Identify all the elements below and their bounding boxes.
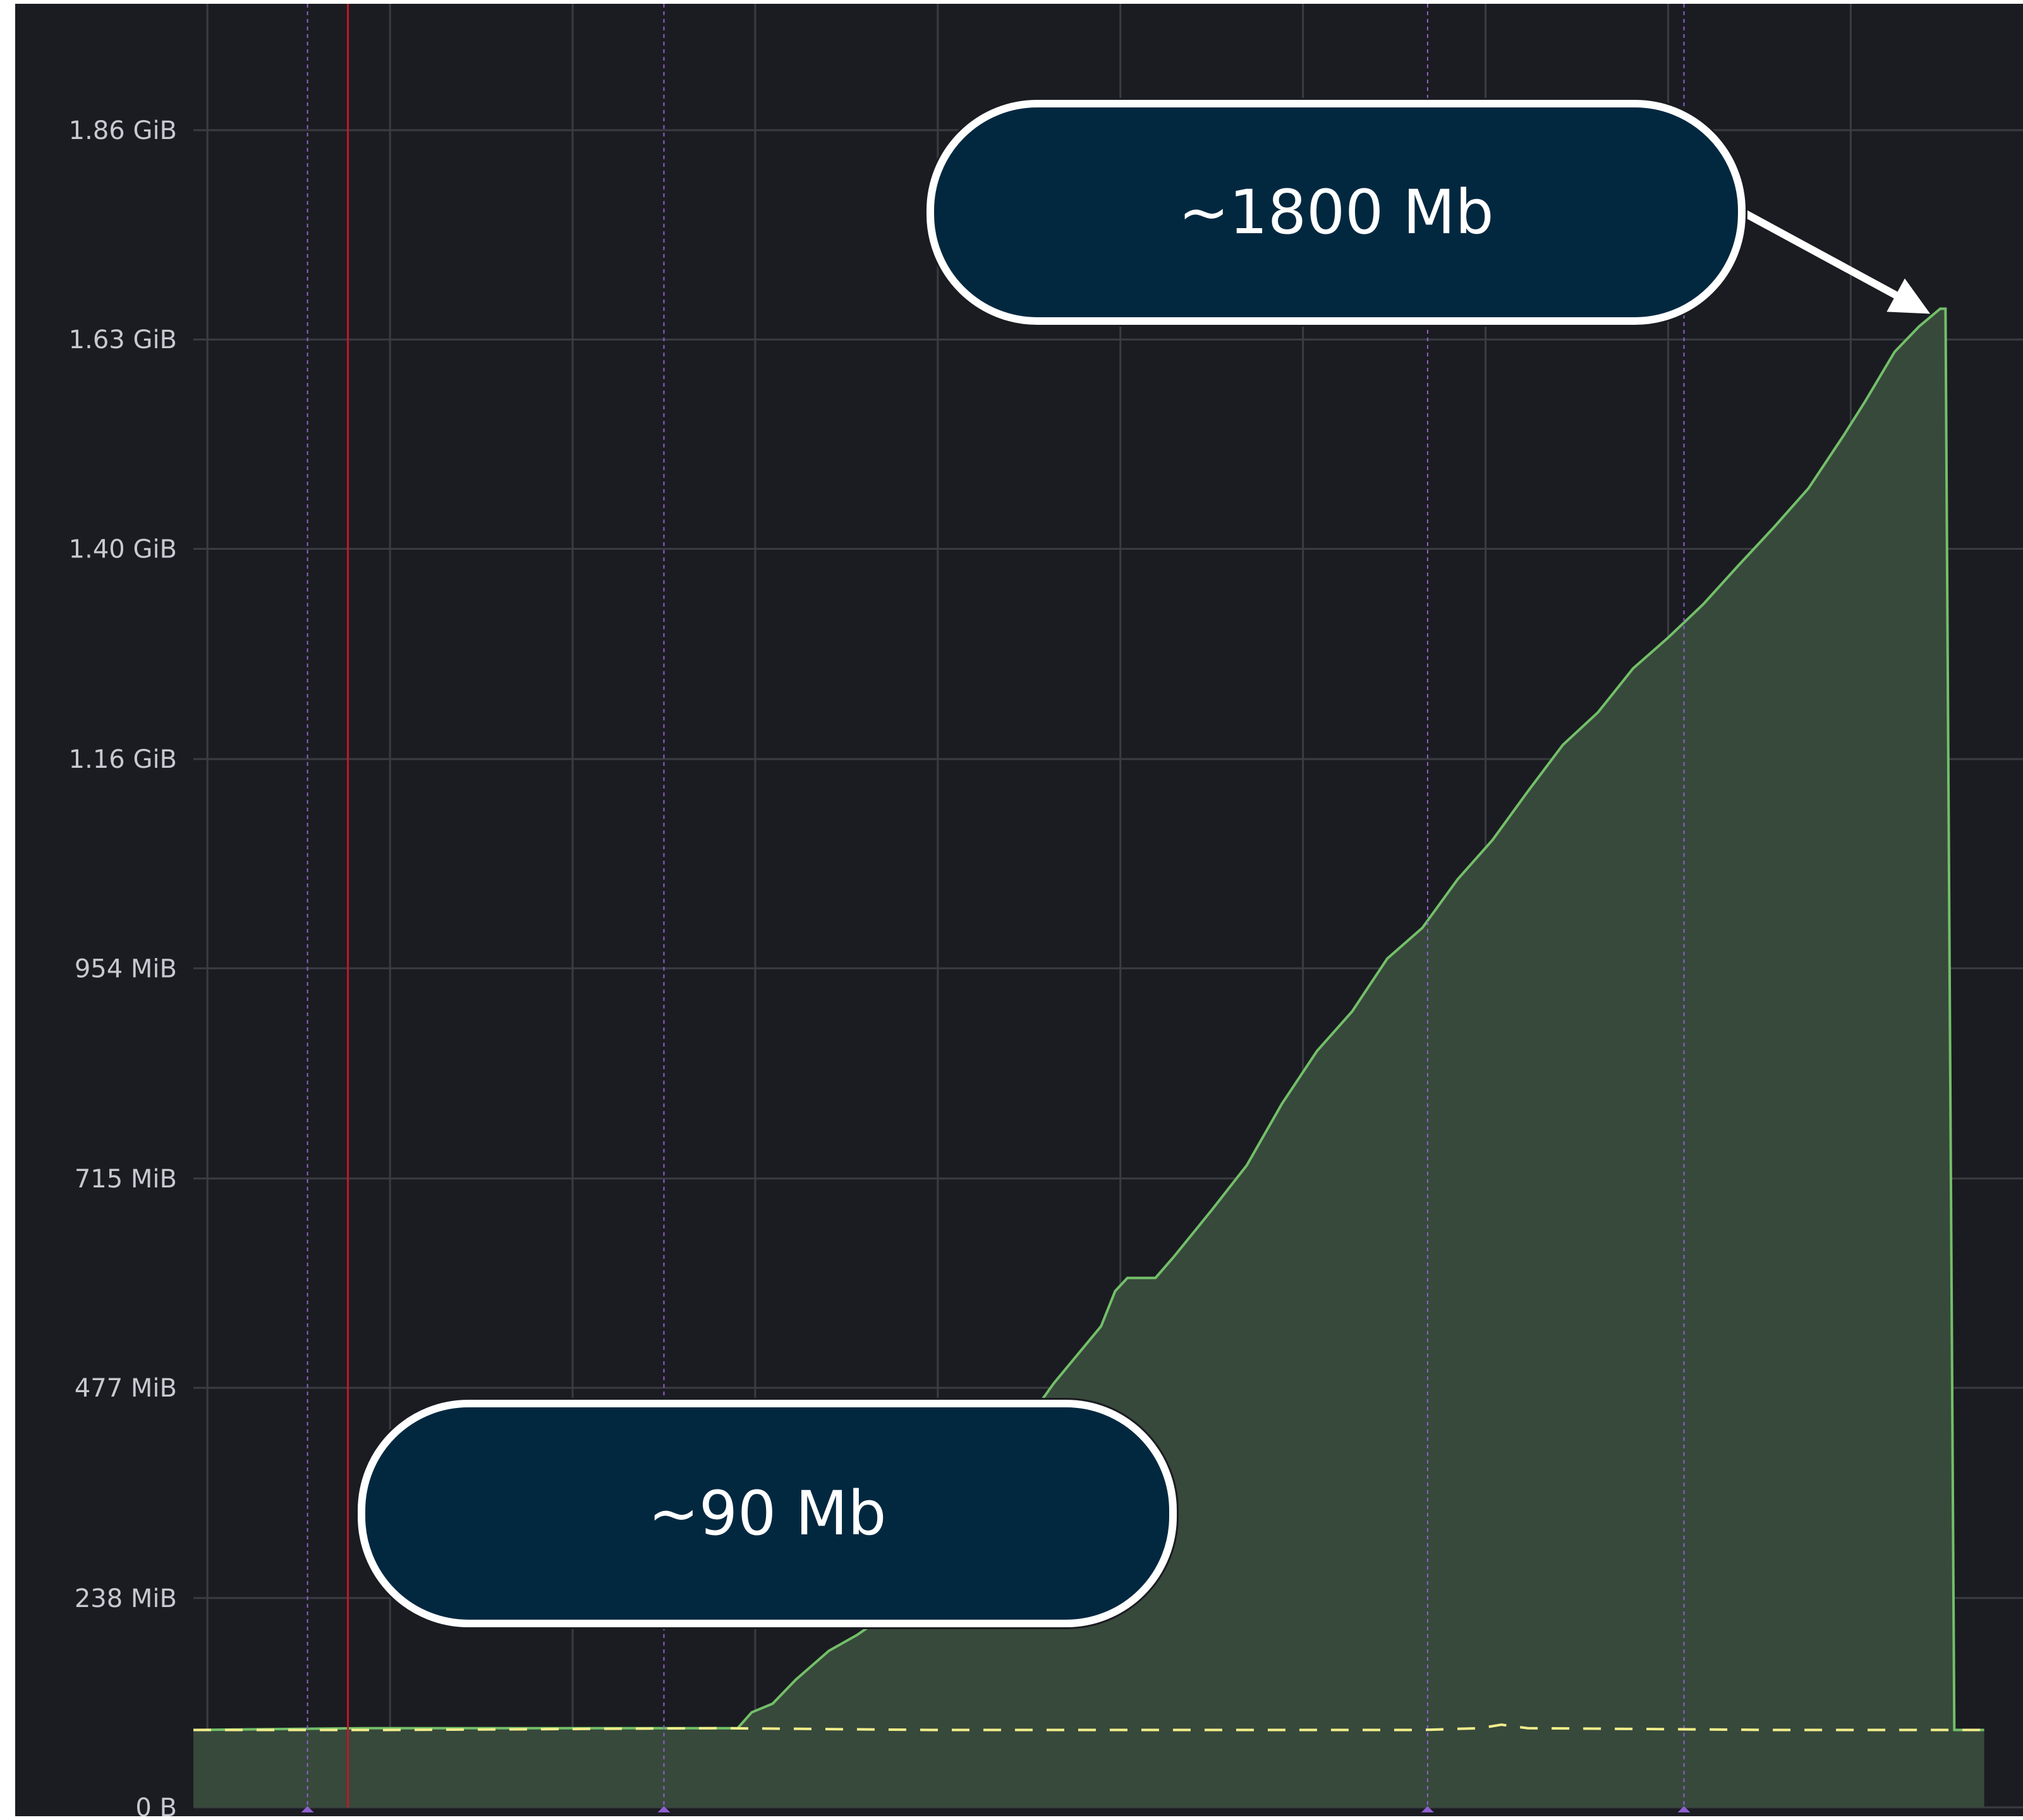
y-tick-label-2: 477 MiB [75, 1374, 177, 1403]
callout-peak-memory: ~1800 Mb [926, 100, 1746, 325]
y-tick-label-3: 715 MiB [75, 1165, 177, 1194]
memory-area-fill [193, 308, 1984, 1807]
callout-arrow [1725, 201, 1931, 314]
callout-baseline-memory: ~90 Mb [358, 1400, 1177, 1627]
annotation-marker-icon-0 [301, 1806, 314, 1812]
y-tick-label-4: 954 MiB [75, 954, 177, 983]
baseline-series [193, 1723, 1984, 1732]
y-tick-label-5: 1.16 GiB [69, 745, 177, 774]
y-tick-label-1: 238 MiB [75, 1584, 177, 1613]
baseline-dashed-line [193, 1723, 1984, 1732]
callout-peak-label: ~1800 Mb [1178, 177, 1494, 248]
y-tick-label-0: 0 B [135, 1793, 177, 1816]
annotation-marker-icon-3 [1421, 1806, 1434, 1812]
callout-baseline-label: ~90 Mb [648, 1478, 887, 1549]
annotation-marker-icon-4 [1677, 1806, 1691, 1812]
memory-series-line [193, 307, 1984, 1732]
y-tick-label-6: 1.40 GiB [69, 535, 177, 564]
y-tick-label-7: 1.63 GiB [69, 325, 177, 355]
chart-panel: 0 B 238 MiB 477 MiB 715 MiB 954 MiB 1.16 GiB 1… [15, 4, 2023, 1816]
arrow-shaft [1725, 201, 1900, 299]
memory-area [193, 307, 1984, 1807]
arrow-head-icon [1886, 278, 1931, 314]
y-tick-label-8: 1.86 GiB [69, 116, 177, 145]
y-axis-ticks: 0 B 238 MiB 477 MiB 715 MiB 954 MiB 1.16 GiB 1… [69, 116, 177, 1816]
annotation-marker-icon-2 [657, 1806, 671, 1812]
